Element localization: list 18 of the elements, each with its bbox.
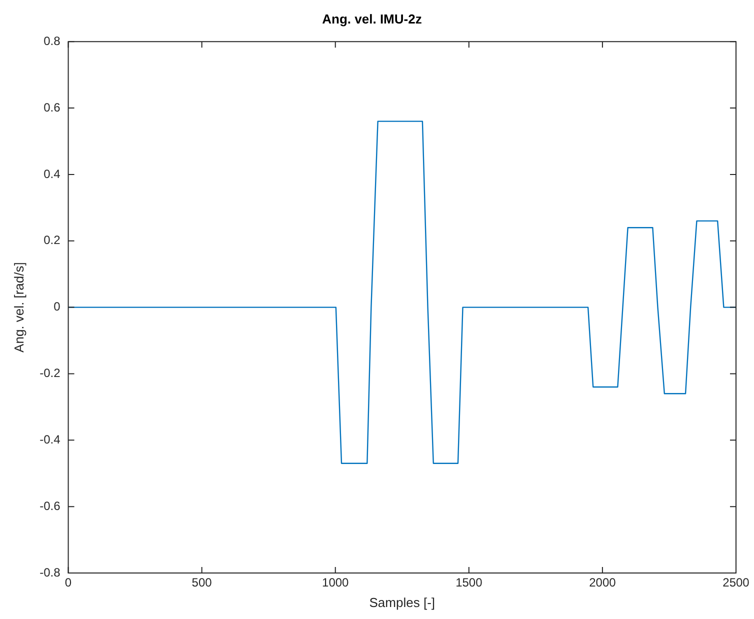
x-tick-label: 2500 (722, 576, 750, 590)
y-tick-label: -0.6 (40, 498, 61, 513)
x-tick-label: 0 (64, 576, 72, 590)
y-tick-label: 0 (54, 300, 61, 314)
chart-title: Ang. vel. IMU-2z (322, 11, 422, 26)
y-tick-label: 0.2 (44, 233, 61, 248)
x-axis-title: Samples [-] (369, 594, 436, 610)
x-tick-label: 2000 (589, 576, 616, 590)
y-axis-title: Ang. vel. [rad/s] (11, 262, 26, 352)
y-tick-label: 0.4 (44, 166, 61, 181)
y-tick-label: -0.4 (40, 432, 61, 446)
x-tick-label: 500 (192, 576, 212, 590)
y-tick-label: -0.2 (40, 366, 61, 380)
y-tick-label: -0.8 (40, 565, 61, 580)
y-tick-label: 0.6 (44, 100, 61, 114)
y-tick-label: 0.8 (44, 34, 61, 48)
x-tick-label: 1500 (456, 576, 483, 590)
x-tick-label: 1000 (322, 576, 350, 590)
